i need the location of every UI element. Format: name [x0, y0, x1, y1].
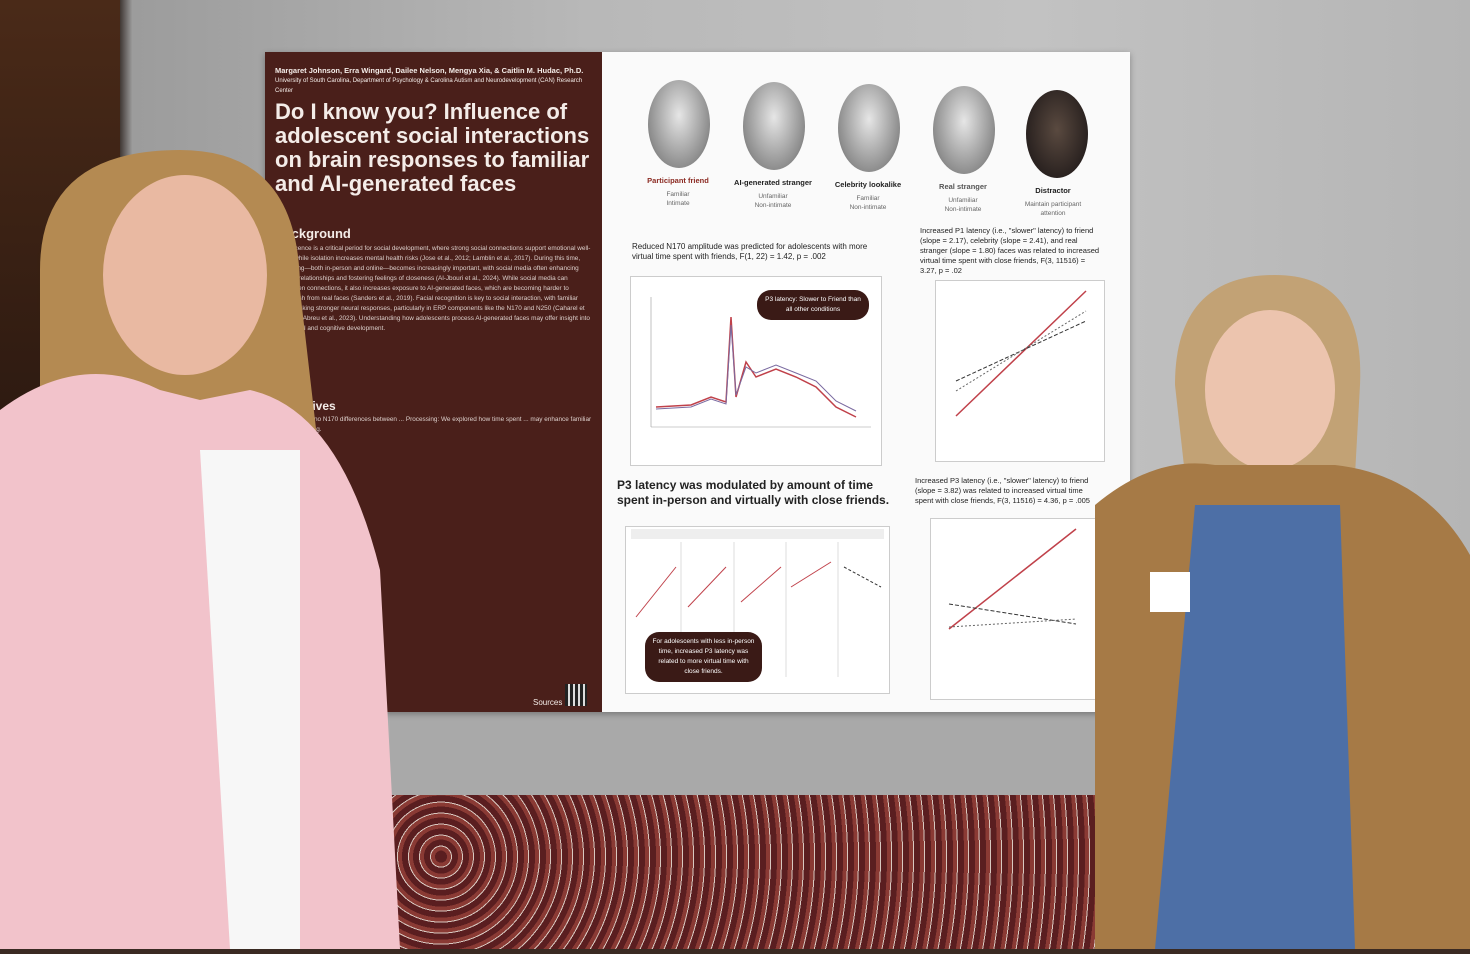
face-label: Distractor — [1035, 186, 1071, 195]
p1-heading: Increased P1 latency (i.e., "slower" lat… — [920, 226, 1100, 275]
p3-latency-callout: P3 latency: Slower to Friend than all ot… — [757, 290, 869, 320]
p3-scatter-svg — [948, 528, 1077, 630]
face-label: AI-generated stranger — [734, 178, 812, 187]
board-panel — [390, 710, 1105, 800]
p1-scatter-plot — [935, 280, 1105, 462]
p3-scatter-plot — [930, 518, 1097, 700]
background-text: Adolescence is a critical period for soc… — [275, 245, 591, 332]
face-celebrity — [838, 84, 900, 172]
poster-title: Do I know you? Influence of adolescent s… — [275, 99, 590, 196]
erp-waveform-svg — [650, 297, 871, 428]
p1-scatter-svg — [955, 290, 1087, 417]
person-left-svg — [0, 150, 400, 949]
sources-label: Sources — [533, 698, 563, 707]
face-dog-distractor — [1026, 90, 1088, 178]
face-sub: Unfamiliar Non-intimate — [944, 197, 982, 213]
face-participant-friend — [648, 80, 710, 168]
qr-code-icon — [565, 684, 587, 706]
p3-heading: P3 latency was modulated by amount of ti… — [617, 478, 890, 507]
face-real-stranger — [933, 86, 995, 174]
p3b-heading: Increased P3 latency (i.e., "slower" lat… — [915, 476, 1090, 505]
person-right — [1095, 275, 1470, 949]
face-sub: Unfamiliar Non-intimate — [754, 193, 792, 209]
face-ai-stranger — [743, 82, 805, 170]
p3-tip-callout: For adolescents with less in-person time… — [645, 632, 762, 682]
poster-authors: Margaret Johnson, Erra Wingard, Dailee N… — [275, 66, 584, 94]
name-tag — [1150, 572, 1190, 612]
n170-heading: Reduced N170 amplitude was predicted for… — [632, 242, 868, 261]
person-left — [0, 150, 420, 949]
face-sub: Familiar Non-intimate — [849, 195, 887, 211]
person-right-svg — [1095, 275, 1470, 949]
face-label: Real stranger — [939, 182, 987, 191]
face-sub: Familiar Intimate — [666, 191, 690, 207]
face-label: Participant friend — [647, 176, 709, 185]
face-label: Celebrity lookalike — [834, 180, 902, 189]
face-sub: Maintain participant attention — [1024, 201, 1082, 217]
